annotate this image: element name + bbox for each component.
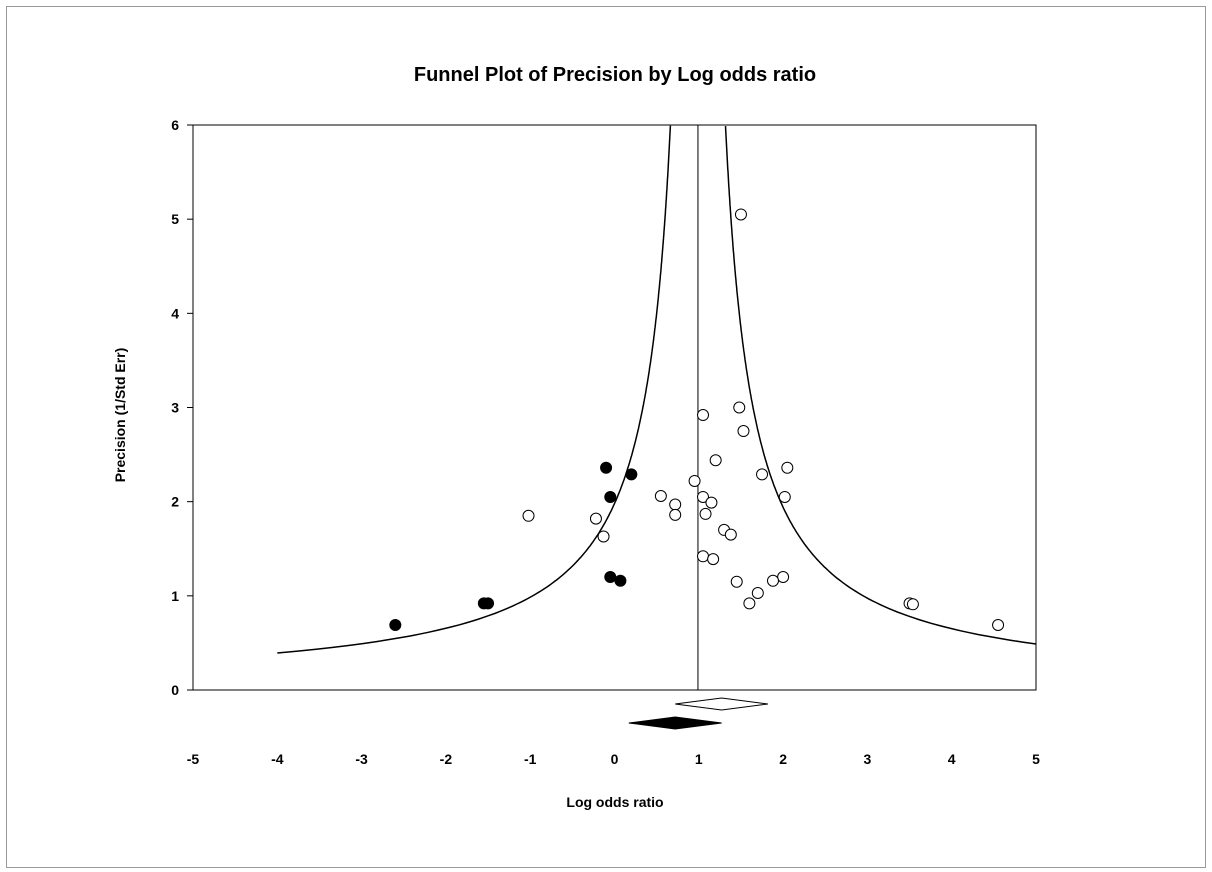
observed-study-point [589,512,602,525]
observed-study-point [737,425,750,438]
x-tick-label: -1 [524,751,537,767]
x-tick-label: -5 [187,751,200,767]
observed-study-point [777,571,790,583]
chart-frame: Funnel Plot of Precision by Log odds rat… [6,6,1206,868]
observed-study-point [709,454,722,467]
observed-study-point [730,575,743,588]
x-tick-label: 4 [948,751,956,767]
observed-study-point [766,574,779,587]
observed-study-point [705,496,718,509]
observed-study-point [906,598,919,611]
y-tick-label: 5 [171,211,179,227]
observed-study-point [992,619,1005,632]
observed-study-point [724,528,737,541]
x-axis-label: Log odds ratio [566,794,663,810]
x-tick-label: 5 [1032,751,1040,767]
x-tick-label: -2 [440,751,453,767]
chart-title: Funnel Plot of Precision by Log odds rat… [414,64,816,86]
x-tick-label: 1 [695,751,703,767]
y-axis-ticks: 0 1 2 3 4 5 6 [171,117,193,698]
observed-study-point [697,409,710,422]
y-tick-label: 6 [171,117,179,133]
observed-study-point [669,498,682,511]
observed-study-point [697,490,710,503]
imputed-study-point [600,461,613,474]
observed-study-point [707,553,720,566]
observed-study-point [781,461,794,474]
y-tick-label: 1 [171,588,179,604]
observed-study-point [669,508,682,521]
observed-study-point [756,468,769,481]
x-tick-label: -4 [271,751,284,767]
x-tick-label: 0 [611,751,619,767]
imputed-study-point [389,619,402,632]
imputed-study-point [604,490,617,503]
observed-study-point [743,597,756,610]
x-tick-label: 3 [864,751,872,767]
y-tick-label: 0 [171,682,179,698]
observed-study-point [654,490,667,503]
adjusted-summary-diamond [628,716,722,730]
funnel-right-bound [724,126,1037,645]
observed-study-point [699,507,712,520]
funnel-plot: Funnel Plot of Precision by Log odds rat… [112,64,1040,810]
imputed-study-point [625,468,638,481]
y-tick-label: 4 [171,305,179,321]
x-axis-ticks: -5 -4 -3 -2 -1 0 1 2 3 4 5 [187,751,1040,767]
observed-study-point [778,490,791,503]
summary-diamonds [628,697,768,730]
imputed-study-point [482,597,495,610]
imputed-study-point [614,574,627,587]
observed-study-point [751,587,764,600]
observed-summary-diamond [675,697,768,711]
x-tick-label: 2 [779,751,787,767]
observed-study-point [697,550,710,563]
observed-study-point [733,401,746,414]
y-tick-label: 3 [171,400,179,416]
imputed-study-point [604,571,617,583]
study-points [389,208,1005,632]
y-axis-label: Precision (1/Std Err) [112,348,128,483]
observed-study-point [734,208,747,221]
funnel-left-bound [277,125,672,654]
x-tick-label: -3 [355,751,368,767]
funnel-lines [277,125,1037,690]
observed-study-point [597,530,610,543]
observed-study-point [522,509,535,522]
observed-study-point [688,474,701,487]
y-tick-label: 2 [171,494,179,510]
